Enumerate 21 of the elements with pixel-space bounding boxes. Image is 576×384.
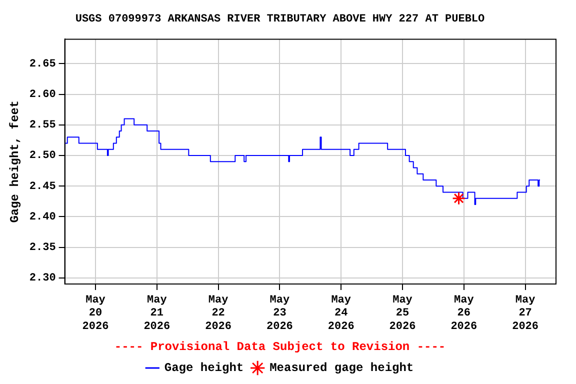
x-tick-label: May 25 2026 — [389, 294, 416, 333]
x-tick-label: May 22 2026 — [205, 294, 232, 333]
y-tick-label: 2.60 — [29, 89, 56, 102]
y-tick-label: 2.65 — [29, 58, 56, 70]
x-tick-label: May 20 2026 — [82, 294, 109, 333]
legend-label: Measured gage height — [270, 361, 414, 376]
x-tick-label: May 24 2026 — [328, 294, 354, 333]
y-axis-title: Gage height, feet — [8, 100, 22, 223]
y-tick-label: 2.45 — [29, 180, 56, 193]
y-tick-label: 2.50 — [29, 150, 56, 162]
y-tick-label: 2.30 — [29, 272, 56, 285]
legend-label: Gage height — [164, 361, 244, 376]
chart-title: USGS 07099973 ARKANSAS RIVER TRIBUTARY ABOVE HWY 227 AT PUEBLO — [75, 13, 486, 26]
x-tick-label: May 21 2026 — [144, 294, 170, 333]
x-tick-label: May 26 2026 — [450, 294, 478, 333]
x-tick-label: May 23 2026 — [266, 294, 293, 333]
x-tick-label: May 27 2026 — [512, 294, 539, 333]
y-tick-label: 2.40 — [29, 211, 56, 224]
y-tick-label: 2.35 — [29, 242, 56, 254]
y-tick-label: 2.55 — [29, 120, 56, 132]
text: ---- Provisional Data Subject to Revision ---- — [114, 340, 446, 354]
